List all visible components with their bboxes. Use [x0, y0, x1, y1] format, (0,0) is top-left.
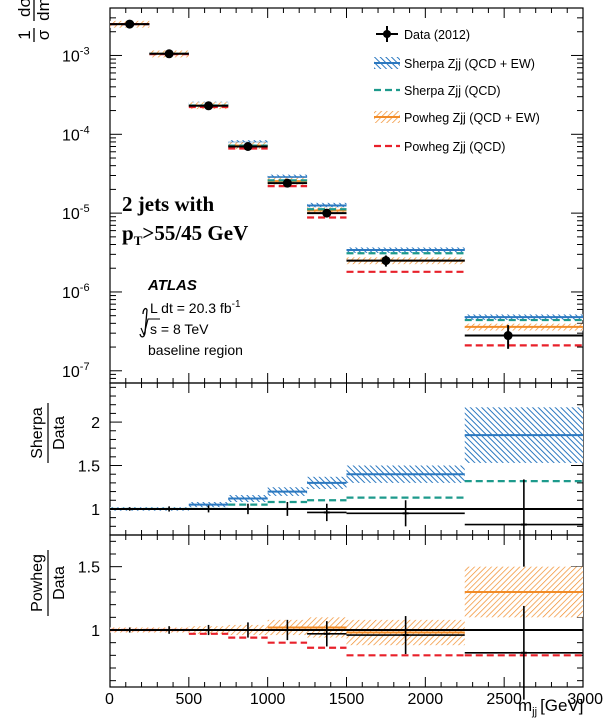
x-tick-label: 0 [105, 691, 114, 708]
sherpa-ratio-y-tick-label: 1.5 [78, 459, 100, 476]
legend-label-sherpa-qcd: Sherpa Zjj (QCD) [404, 84, 501, 98]
svg-text:L dt = 20.3 fb-1: L dt = 20.3 fb-1 [150, 299, 241, 316]
svg-text:σ: σ [34, 29, 53, 40]
atlas-annotation: ATLAS L dt = 20.3 fb-1 s = 8 TeV baselin… [139, 277, 243, 358]
main-panel: 10-3 10-4 10-5 10-6 10-7 [62, 7, 584, 384]
main-y-tick-label: 10-7 [62, 361, 90, 381]
region-text: baseline region [148, 342, 243, 358]
legend-entry-powheg-qcd: Powheg Zjj (QCD) [374, 140, 505, 154]
atlas-label: ATLAS [147, 277, 197, 294]
jets-line-1: 2 jets with [122, 192, 214, 216]
main-y-tick-label: 10-3 [62, 45, 90, 65]
integral-sign-icon [139, 307, 148, 338]
svg-text:mjj[GeV]: mjj [GeV] [518, 696, 584, 718]
data-point [125, 19, 135, 29]
powheg-ratio-den: Data [51, 566, 68, 600]
legend-entry-sherpa-ew: Sherpa Zjj (QCD + EW) [374, 57, 535, 71]
x-tick-label: 2000 [408, 691, 444, 708]
energy-text: s = 8 TeV [150, 321, 209, 337]
legend-label-powheg-ew: Powheg Zjj (QCD + EW) [404, 111, 540, 125]
jets-pt: p [122, 221, 134, 245]
sqrt-sign-icon [140, 318, 160, 337]
sherpa-ratio-panel: 11.52 [78, 382, 584, 570]
legend-entry-sherpa-qcd: Sherpa Zjj (QCD) [374, 84, 501, 98]
legend-label-powheg-qcd: Powheg Zjj (QCD) [404, 140, 505, 154]
sherpa-ratio-y-label: Sherpa Data [29, 403, 68, 463]
sherpa-ratio-den: Data [51, 416, 68, 450]
legend-entry-data: Data (2012) [376, 26, 470, 42]
powheg-ratio-y-tick-label: 1 [91, 623, 100, 640]
x-tick-label: 3000 [567, 691, 603, 708]
main-y-tick-label: 10-6 [62, 282, 90, 302]
data-point [503, 331, 513, 341]
legend-label-data: Data (2012) [404, 28, 470, 42]
legend: Data (2012) Sherpa Zjj (QCD + EW) Sherpa… [374, 26, 540, 154]
main-y-axis-label: 1 σ dσ dm jj [15, 0, 53, 42]
main-y-tick-label: 10-4 [62, 124, 90, 144]
x-tick-label: 2500 [486, 691, 522, 708]
sherpa-ratio-y-tick-label: 1 [91, 502, 100, 519]
lumi-text: L dt = 20.3 fb [150, 300, 232, 316]
jets-pt-sub: T [134, 233, 143, 248]
data-point [243, 142, 253, 152]
svg-text:1: 1 [15, 30, 34, 39]
sherpa-ratio-y-tick-label: 2 [91, 415, 100, 432]
data-point [322, 208, 332, 218]
x-tick-labels: 0 500 1000 1500 2000 2500 3000 [105, 691, 603, 708]
x-axis-label: mjj [GeV] [518, 696, 584, 718]
jets-cut-annotation: 2 jets with pT>55/45 GeV [122, 192, 248, 248]
powheg-ratio-num: Powheg [29, 554, 46, 612]
x-tick-label: 500 [175, 691, 202, 708]
data-point [204, 101, 214, 111]
powheg-ratio-y-label: Powheg Data [29, 550, 68, 616]
legend-label-sherpa-ew: Sherpa Zjj (QCD + EW) [404, 57, 535, 71]
main-y-tick-label: 10-5 [62, 203, 90, 223]
powheg-ratio-panel: 11.5 [78, 534, 584, 700]
powheg-ratio-y-tick-label: 1.5 [78, 560, 100, 577]
svg-text:pT>55/45 GeV: pT>55/45 GeV [122, 221, 248, 248]
x-tick-label: 1000 [250, 691, 286, 708]
lumi-exp: -1 [232, 299, 241, 310]
data-point [282, 178, 292, 188]
svg-text:dm: dm [34, 0, 53, 21]
x-axis-label-sub: jj [531, 706, 537, 718]
svg-text:dσ: dσ [15, 0, 34, 17]
data-point [381, 256, 391, 266]
legend-entry-powheg-ew: Powheg Zjj (QCD + EW) [374, 111, 540, 125]
data-point [164, 49, 174, 59]
jets-line-2: >55/45 GeV [142, 221, 248, 245]
x-axis-label-main: m [518, 696, 532, 715]
x-tick-label: 1500 [329, 691, 365, 708]
x-axis-label-unit: [GeV] [540, 696, 583, 715]
sherpa-ratio-num: Sherpa [29, 407, 46, 459]
